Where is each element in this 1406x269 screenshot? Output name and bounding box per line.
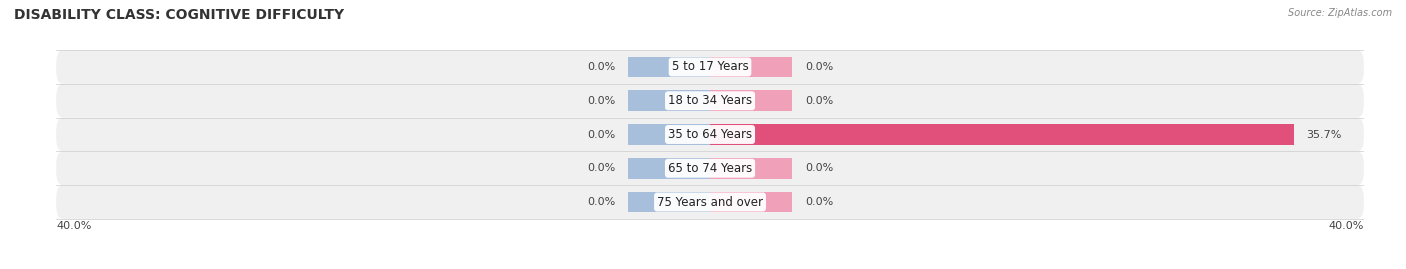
Bar	[710, 158, 792, 179]
Text: DISABILITY CLASS: COGNITIVE DIFFICULTY: DISABILITY CLASS: COGNITIVE DIFFICULTY	[14, 8, 344, 22]
Bar	[710, 124, 1294, 145]
FancyBboxPatch shape	[56, 118, 1364, 151]
Text: 0.0%: 0.0%	[586, 163, 616, 173]
Text: 0.0%: 0.0%	[586, 129, 616, 140]
Bar	[628, 158, 710, 179]
Text: 35 to 64 Years: 35 to 64 Years	[668, 128, 752, 141]
Bar	[710, 90, 792, 111]
Text: 0.0%: 0.0%	[586, 62, 616, 72]
Bar	[628, 90, 710, 111]
Text: 0.0%: 0.0%	[586, 96, 616, 106]
Text: 40.0%: 40.0%	[56, 221, 91, 231]
Text: 0.0%: 0.0%	[804, 62, 834, 72]
Text: 0.0%: 0.0%	[804, 163, 834, 173]
Text: 0.0%: 0.0%	[804, 197, 834, 207]
Bar	[710, 56, 792, 77]
Text: 5 to 17 Years: 5 to 17 Years	[672, 61, 748, 73]
FancyBboxPatch shape	[56, 151, 1364, 185]
FancyBboxPatch shape	[56, 185, 1364, 219]
Text: 40.0%: 40.0%	[1329, 221, 1364, 231]
Text: 65 to 74 Years: 65 to 74 Years	[668, 162, 752, 175]
Bar	[710, 192, 792, 213]
FancyBboxPatch shape	[56, 84, 1364, 118]
Text: 0.0%: 0.0%	[804, 96, 834, 106]
Bar	[628, 124, 710, 145]
Bar	[628, 192, 710, 213]
FancyBboxPatch shape	[56, 50, 1364, 84]
Text: 35.7%: 35.7%	[1306, 129, 1341, 140]
Bar	[628, 56, 710, 77]
Text: 75 Years and over: 75 Years and over	[657, 196, 763, 208]
Text: Source: ZipAtlas.com: Source: ZipAtlas.com	[1288, 8, 1392, 18]
Text: 0.0%: 0.0%	[586, 197, 616, 207]
Text: 18 to 34 Years: 18 to 34 Years	[668, 94, 752, 107]
